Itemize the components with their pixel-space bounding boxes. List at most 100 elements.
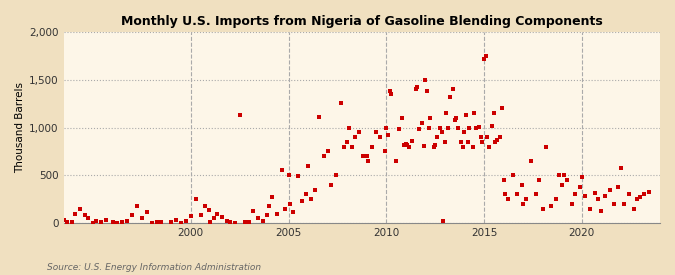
Point: [431, 135, 442, 139]
Point: [624, 192, 634, 197]
Point: [470, 125, 481, 130]
Point: [537, 207, 548, 211]
Point: [479, 56, 489, 61]
Point: [459, 130, 470, 134]
Y-axis label: Thousand Barrels: Thousand Barrels: [15, 82, 25, 173]
Point: [585, 207, 595, 211]
Point: [322, 149, 333, 154]
Point: [616, 166, 626, 170]
Point: [462, 140, 473, 144]
Point: [425, 116, 435, 120]
Point: [410, 87, 421, 92]
Point: [443, 125, 454, 130]
Point: [448, 87, 458, 92]
Point: [344, 125, 354, 130]
Point: [441, 111, 452, 116]
Point: [132, 204, 142, 208]
Point: [83, 216, 94, 221]
Point: [458, 144, 468, 149]
Point: [375, 135, 385, 139]
Point: [612, 185, 623, 189]
Point: [53, 221, 64, 225]
Point: [288, 210, 299, 214]
Point: [562, 178, 572, 182]
Point: [381, 125, 392, 130]
Point: [166, 220, 177, 224]
Point: [342, 140, 352, 144]
Point: [596, 208, 607, 213]
Point: [489, 111, 500, 116]
Point: [347, 144, 358, 149]
Point: [101, 218, 111, 222]
Point: [112, 221, 123, 225]
Point: [267, 195, 277, 200]
Point: [436, 130, 447, 134]
Point: [428, 144, 439, 149]
Point: [257, 219, 268, 223]
Point: [394, 127, 405, 132]
Point: [180, 219, 191, 223]
Point: [200, 204, 211, 208]
Point: [335, 100, 346, 105]
Point: [526, 159, 537, 163]
Point: [604, 188, 615, 192]
Point: [580, 194, 591, 199]
Point: [531, 192, 541, 197]
Point: [371, 130, 382, 134]
Point: [272, 211, 283, 216]
Point: [643, 189, 654, 194]
Point: [632, 197, 643, 202]
Point: [451, 116, 462, 120]
Point: [404, 144, 414, 149]
Point: [358, 154, 369, 158]
Point: [331, 173, 342, 178]
Point: [151, 220, 162, 224]
Point: [589, 190, 600, 195]
Title: Monthly U.S. Imports from Nigeria of Gasoline Blending Components: Monthly U.S. Imports from Nigeria of Gas…: [121, 15, 603, 28]
Point: [421, 89, 432, 94]
Point: [477, 140, 488, 144]
Point: [239, 219, 250, 224]
Point: [363, 159, 374, 163]
Point: [74, 207, 85, 211]
Point: [402, 142, 413, 147]
Point: [469, 111, 480, 116]
Point: [384, 89, 395, 94]
Point: [385, 92, 396, 96]
Point: [453, 125, 464, 130]
Point: [66, 219, 77, 224]
Point: [285, 202, 296, 206]
Point: [136, 216, 147, 221]
Point: [534, 178, 545, 182]
Point: [391, 159, 402, 163]
Point: [379, 149, 390, 154]
Point: [628, 207, 639, 211]
Point: [171, 218, 182, 222]
Point: [186, 214, 196, 219]
Point: [487, 123, 497, 128]
Point: [558, 173, 569, 178]
Point: [511, 192, 522, 197]
Point: [639, 191, 649, 196]
Point: [475, 135, 486, 139]
Point: [423, 125, 434, 130]
Point: [550, 197, 561, 202]
Point: [508, 173, 519, 178]
Point: [61, 220, 72, 224]
Point: [521, 197, 532, 202]
Point: [554, 173, 564, 178]
Point: [302, 164, 313, 168]
Point: [80, 213, 90, 218]
Point: [221, 219, 232, 223]
Point: [414, 127, 425, 132]
Point: [91, 219, 102, 223]
Point: [195, 213, 206, 218]
Point: [435, 125, 446, 130]
Point: [518, 202, 529, 206]
Point: [216, 215, 227, 220]
Text: Source: U.S. Energy Information Administration: Source: U.S. Energy Information Administ…: [47, 263, 261, 272]
Point: [609, 202, 620, 206]
Point: [566, 202, 577, 206]
Point: [576, 175, 587, 180]
Point: [350, 135, 360, 139]
